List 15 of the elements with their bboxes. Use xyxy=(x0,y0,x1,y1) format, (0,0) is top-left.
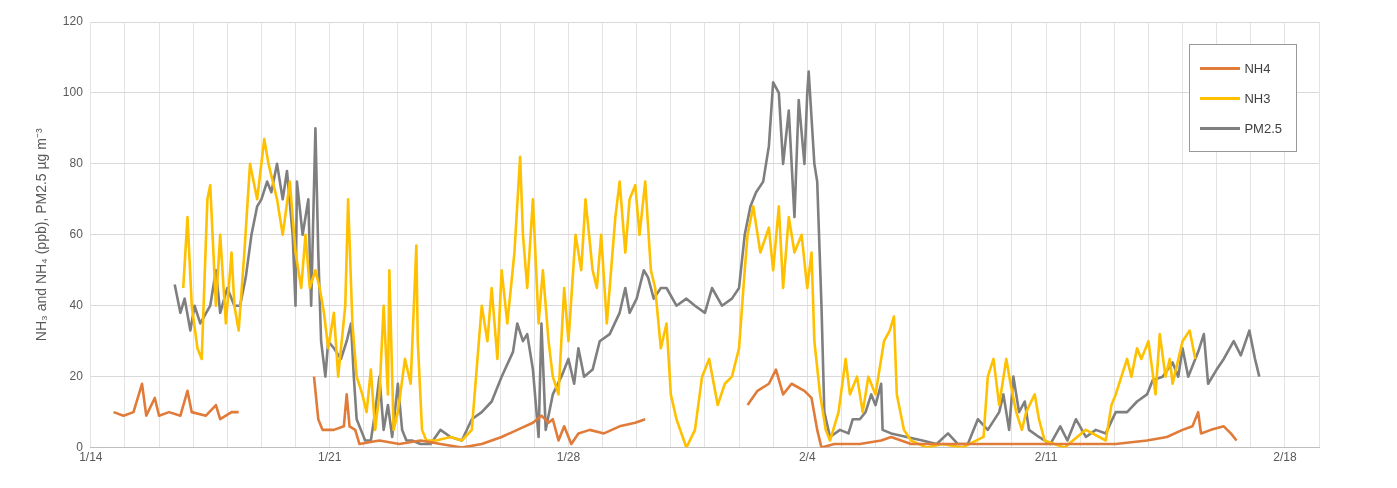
y-axis-title: NH₃ and NH₄ (ppb), PM2.5 µg m⁻³ xyxy=(33,128,50,342)
y-tick-label: 60 xyxy=(69,227,84,242)
legend-label: PM2.5 xyxy=(1244,120,1282,136)
y-tick-label: 120 xyxy=(62,14,84,29)
x-tick-label: 1/21 xyxy=(317,450,342,465)
legend-label: NH3 xyxy=(1244,90,1271,106)
y-tick-label: 80 xyxy=(69,156,84,171)
y-tick-label: 20 xyxy=(69,368,84,383)
x-tick-label: 2/11 xyxy=(1034,450,1058,465)
y-tick-label: 40 xyxy=(69,298,84,313)
x-tick-label: 2/18 xyxy=(1273,450,1297,465)
x-tick-label: 1/28 xyxy=(556,450,581,465)
x-tick-label: 2/4 xyxy=(798,450,816,465)
y-tick-label: 100 xyxy=(62,85,84,100)
legend-label: NH4 xyxy=(1244,60,1271,76)
